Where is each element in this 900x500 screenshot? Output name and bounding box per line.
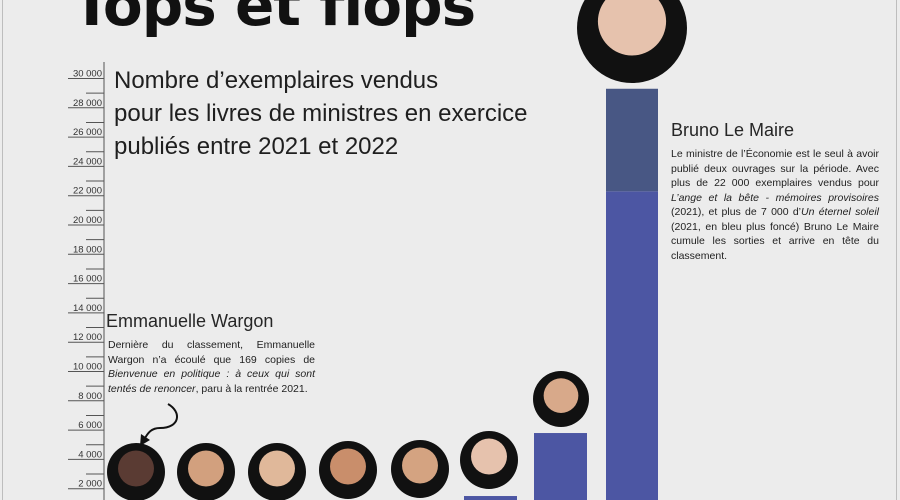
y-tick-label: 28 000 <box>73 98 102 109</box>
y-tick-label: 10 000 <box>73 362 102 373</box>
y-tick-label: 6 000 <box>78 420 102 431</box>
portrait-2-face <box>188 450 224 487</box>
subtitle-line-2: pour les livres de ministres en exercice <box>114 100 528 127</box>
annotation-wargon-name: Emmanuelle Wargon <box>106 311 274 331</box>
y-tick-label: 8 000 <box>78 391 102 402</box>
annotation-wargon-text-1: Dernière du classement, Emmanuelle Wargo… <box>108 339 315 366</box>
annotation-lemaire-text-2: (2021), et plus de 7 000 d’ <box>671 206 802 218</box>
y-tick-label: 18 000 <box>73 244 102 255</box>
annotation-wargon-text-2: , paru à la rentrée 2021. <box>195 382 308 395</box>
annotation-lemaire-text-1: Le ministre de l’Économie est le seul à … <box>671 148 879 189</box>
y-tick-label: 24 000 <box>73 156 102 167</box>
right-border-line <box>896 0 897 500</box>
y-tick-label: 4 000 <box>78 449 102 460</box>
y-tick-label: 26 000 <box>73 127 102 138</box>
annotation-arrow <box>143 403 178 441</box>
portrait-wargon-face <box>118 450 154 487</box>
portrait-5-face <box>402 447 438 484</box>
subtitle-line-3: publiés entre 2021 et 2022 <box>114 133 399 160</box>
bar-segment-dark <box>606 88 658 192</box>
portrait-lemaire-face <box>597 0 667 56</box>
page-title: Tops et flops <box>72 0 476 39</box>
portrait-4-face <box>330 448 366 485</box>
bar <box>606 191 658 500</box>
portrait-7-face <box>543 378 579 414</box>
bar <box>534 433 587 500</box>
subtitle-line-1: Nombre d’exemplaires vendus <box>114 67 439 94</box>
annotation-wargon-text: Dernière du classement, Emmanuelle Wargo… <box>108 338 315 396</box>
y-tick-label: 20 000 <box>73 215 102 226</box>
y-tick-label: 22 000 <box>73 186 102 197</box>
chart-subtitle: Nombre d’exemplaires vendus pour les liv… <box>114 64 574 163</box>
y-tick-label: 16 000 <box>73 274 102 285</box>
y-tick-label: 2 000 <box>78 479 102 490</box>
y-tick-label: 30 000 <box>73 69 102 80</box>
annotation-wargon-book-title: Bienvenue en politique : à ceux qui sont… <box>108 368 315 395</box>
annotation-lemaire-text: Le ministre de l’Économie est le seul à … <box>671 147 879 263</box>
portrait-6-face <box>471 438 507 475</box>
left-border-line <box>2 0 3 500</box>
annotation-arrow-head <box>140 434 150 446</box>
y-tick-label: 12 000 <box>73 332 102 343</box>
annotation-lemaire-name: Bruno Le Maire <box>671 120 795 140</box>
annotation-lemaire-text-3: (2021, en bleu plus foncé) Bruno Le Mair… <box>671 220 879 262</box>
y-tick-label: 14 000 <box>73 303 102 314</box>
annotation-lemaire-book-2: Un éternel soleil <box>801 206 879 218</box>
annotation-lemaire-book-1: L’ange et la bête - mémoires provisoires <box>671 191 879 204</box>
portrait-3-face <box>259 450 295 487</box>
bar <box>464 496 517 500</box>
